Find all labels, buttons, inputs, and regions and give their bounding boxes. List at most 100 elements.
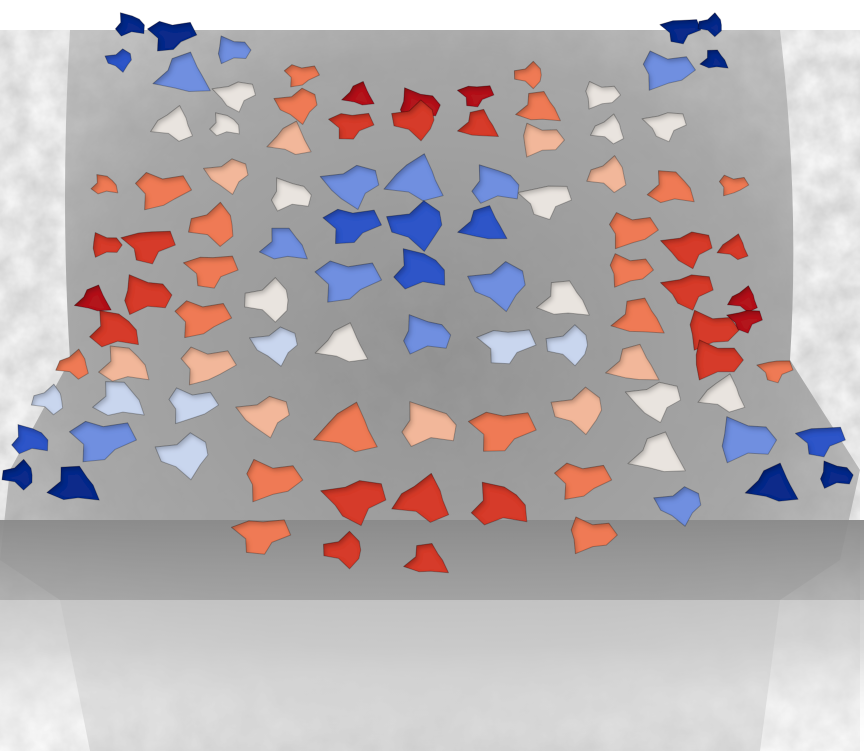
protein-particle	[471, 164, 520, 204]
protein-particle	[794, 426, 846, 458]
particle-layer	[1, 12, 854, 574]
protein-particle	[586, 155, 627, 194]
protein-particle	[258, 227, 308, 260]
protein-particle	[642, 50, 696, 91]
protein-particle	[457, 205, 508, 240]
protein-particle	[457, 108, 499, 137]
protein-particle	[467, 261, 526, 313]
protein-particle	[150, 105, 193, 142]
protein-particle	[590, 113, 625, 145]
protein-particle	[341, 81, 375, 106]
protein-particle	[515, 91, 561, 122]
protein-particle	[180, 346, 237, 386]
protein-particle	[55, 348, 89, 380]
protein-particle	[89, 310, 139, 348]
protein-particle	[322, 208, 382, 245]
protein-particle	[246, 458, 304, 503]
protein-particle	[641, 112, 687, 143]
protein-particle	[610, 297, 665, 334]
protein-particle	[168, 387, 220, 425]
protein-particle	[209, 112, 240, 137]
protein-particle	[653, 486, 702, 527]
protein-particle	[211, 81, 256, 113]
protein-particle	[697, 373, 746, 413]
protein-particle	[403, 543, 449, 574]
protein-particle	[695, 339, 744, 381]
protein-particle	[550, 386, 603, 436]
protein-particle	[135, 172, 193, 211]
protein-particle	[92, 232, 123, 258]
protein-particle	[328, 112, 375, 140]
protein-particle	[726, 310, 763, 334]
protein-particle	[68, 420, 137, 463]
protein-particle	[313, 401, 378, 453]
protein-particle	[391, 99, 435, 142]
protein-particle	[320, 480, 387, 527]
protein-particle	[217, 35, 252, 65]
protein-particle	[323, 530, 362, 570]
protein-particle	[30, 383, 64, 416]
protein-particle	[235, 395, 290, 439]
protein-particle	[283, 64, 320, 88]
protein-particle	[646, 170, 695, 204]
protein-particle	[403, 314, 452, 355]
protein-particle	[536, 280, 590, 316]
protein-particle	[104, 48, 132, 73]
protein-particle	[266, 120, 312, 155]
bottom-white-fade	[0, 600, 864, 751]
protein-particle	[174, 300, 233, 339]
protein-particle	[820, 460, 854, 489]
protein-particle	[249, 326, 298, 367]
protein-particle	[231, 519, 292, 555]
protein-particle	[244, 277, 289, 323]
protein-particle	[1, 458, 33, 491]
protein-particle	[689, 309, 740, 351]
protein-particle	[660, 274, 714, 311]
protein-particle	[721, 416, 778, 464]
protein-particle	[624, 381, 682, 424]
protein-particle	[467, 411, 537, 452]
protein-particle	[456, 85, 495, 108]
protein-particle	[90, 174, 119, 195]
protein-particle	[585, 81, 622, 110]
protein-particle	[609, 212, 659, 250]
protein-particle	[270, 177, 312, 212]
protein-particle	[716, 233, 749, 261]
protein-particle	[659, 19, 702, 45]
protein-particle	[660, 231, 713, 270]
protein-particle	[92, 381, 145, 416]
protein-particle	[513, 60, 542, 90]
protein-particle	[718, 174, 750, 197]
protein-particle	[203, 158, 249, 195]
protein-particle	[627, 431, 686, 473]
protein-particle	[152, 51, 211, 92]
protein-particle	[114, 12, 145, 37]
protein-particle	[120, 230, 176, 265]
protein-particle	[401, 401, 457, 447]
protein-particle	[605, 343, 660, 381]
protein-particle	[744, 462, 799, 502]
protein-particle	[386, 200, 443, 252]
protein-particle	[314, 260, 383, 303]
protein-particle	[73, 284, 112, 312]
protein-particle	[124, 274, 173, 316]
protein-particle	[697, 12, 722, 38]
protein-particle	[554, 462, 613, 500]
protein-particle	[517, 185, 572, 220]
protein-particle	[383, 153, 444, 202]
protein-particle	[609, 253, 654, 288]
protein-particle	[46, 465, 100, 501]
protein-particle	[98, 345, 150, 382]
protein-particle	[11, 424, 49, 455]
protein-particle	[393, 248, 446, 290]
protein-particle	[188, 201, 234, 247]
protein-particle	[570, 516, 618, 555]
protein-particle	[182, 255, 239, 289]
protein-particle	[523, 122, 565, 158]
protein-particle	[699, 49, 729, 69]
protein-particle	[319, 164, 380, 210]
protein-particle	[470, 481, 528, 526]
protein-particle	[391, 472, 450, 523]
